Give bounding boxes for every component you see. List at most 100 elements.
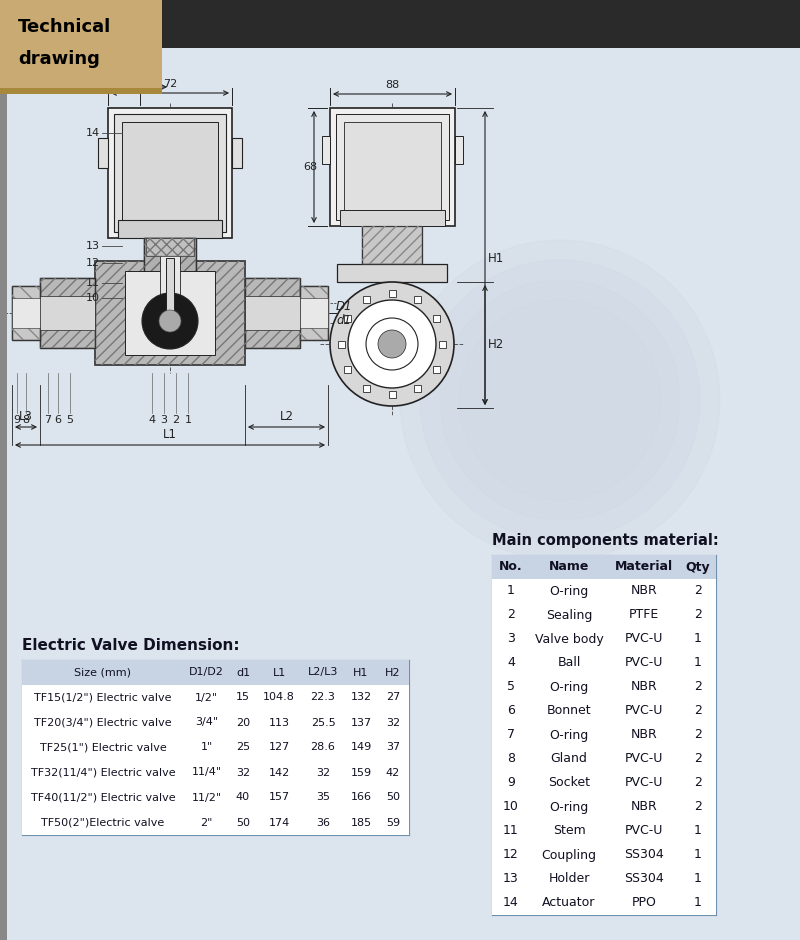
Text: 9: 9 [507,776,515,790]
Text: Stem: Stem [553,824,586,838]
Bar [439,340,446,348]
Bar [362,226,422,264]
Bar [330,108,455,226]
Text: Valve body: Valve body [534,633,603,646]
Text: 68: 68 [303,162,317,172]
Text: 166: 166 [350,792,371,803]
Bar [414,296,421,304]
Text: PVC-U: PVC-U [625,753,663,765]
Bar [22,785,409,810]
Text: 12: 12 [503,849,519,861]
Text: Ball: Ball [558,656,581,669]
Text: TF15(1/2") Electric valve: TF15(1/2") Electric valve [34,693,172,702]
Circle shape [378,330,406,358]
Text: 8: 8 [22,415,30,425]
Text: 1: 1 [694,656,702,669]
Bar [492,867,716,891]
Bar [492,891,716,915]
Text: 8: 8 [507,753,515,765]
Bar [492,699,716,723]
Text: 3/4": 3/4" [195,717,218,728]
Text: TF20(3/4") Electric valve: TF20(3/4") Electric valve [34,717,172,728]
Text: PVC-U: PVC-U [625,633,663,646]
Bar [22,810,409,835]
Text: Coupling: Coupling [542,849,597,861]
Bar [144,238,196,313]
Bar [125,271,215,355]
Text: NBR: NBR [630,728,658,742]
Bar [22,660,409,685]
Bar [40,278,95,348]
Bar [337,264,447,282]
Text: 1: 1 [694,849,702,861]
Text: TF32(11/4") Electric valve: TF32(11/4") Electric valve [30,767,175,777]
Text: 14: 14 [86,128,100,138]
Text: TF40(11/2") Electric valve: TF40(11/2") Electric valve [30,792,175,803]
Text: 27: 27 [386,693,400,702]
Text: 30: 30 [148,73,162,83]
Text: 3: 3 [507,633,515,646]
Text: 104.8: 104.8 [263,693,295,702]
Text: 2: 2 [694,776,702,790]
Polygon shape [420,260,700,540]
Text: 6: 6 [54,415,62,425]
Text: 113: 113 [269,717,290,728]
Text: 2: 2 [694,728,702,742]
Text: 5: 5 [66,415,74,425]
Text: 7: 7 [45,415,51,425]
Bar [492,555,716,579]
Bar [492,771,716,795]
Text: 2: 2 [173,415,179,425]
Text: 4: 4 [507,656,515,669]
Bar [389,290,395,297]
Text: Electric Valve Dimension:: Electric Valve Dimension: [22,638,240,653]
Bar [363,384,370,392]
Bar [389,391,395,399]
Text: 11/4": 11/4" [191,767,222,777]
Text: 25.5: 25.5 [310,717,335,728]
Text: O-ring: O-ring [550,728,589,742]
Text: 3: 3 [161,415,167,425]
Circle shape [366,318,418,370]
Text: H2: H2 [386,667,401,678]
Text: 2: 2 [694,681,702,694]
Text: PVC-U: PVC-U [625,656,663,669]
Bar [492,675,716,699]
Text: Main components material:: Main components material: [492,533,718,548]
Text: 14: 14 [503,897,519,910]
Text: 15: 15 [236,693,250,702]
Text: d1: d1 [236,667,250,678]
Text: 137: 137 [350,717,371,728]
Bar [40,296,95,330]
Text: 11/2": 11/2" [191,792,222,803]
Circle shape [142,293,198,349]
Bar [95,261,245,365]
Text: drawing: drawing [18,50,100,68]
Text: Qty: Qty [686,560,710,573]
Text: 5: 5 [507,681,515,694]
Text: L2: L2 [279,410,294,423]
Bar [108,108,232,238]
Bar [300,286,328,340]
Text: O-ring: O-ring [550,681,589,694]
Text: 1: 1 [694,824,702,838]
Text: 2": 2" [200,818,213,827]
Text: Name: Name [549,560,589,573]
Circle shape [348,300,436,388]
Text: 35: 35 [316,792,330,803]
Bar [146,238,194,256]
Text: 13: 13 [86,241,100,251]
Bar [344,122,441,212]
Bar [414,384,421,392]
Text: PTFE: PTFE [629,608,659,621]
Text: 127: 127 [268,743,290,753]
Bar [232,138,242,168]
Text: Socket: Socket [548,776,590,790]
Text: 7: 7 [507,728,515,742]
Text: 1: 1 [507,585,515,598]
Text: O-ring: O-ring [550,585,589,598]
Text: 88: 88 [386,80,400,90]
Text: D1/D2: D1/D2 [189,667,224,678]
Bar [336,114,449,220]
Text: L2/L3: L2/L3 [308,667,338,678]
